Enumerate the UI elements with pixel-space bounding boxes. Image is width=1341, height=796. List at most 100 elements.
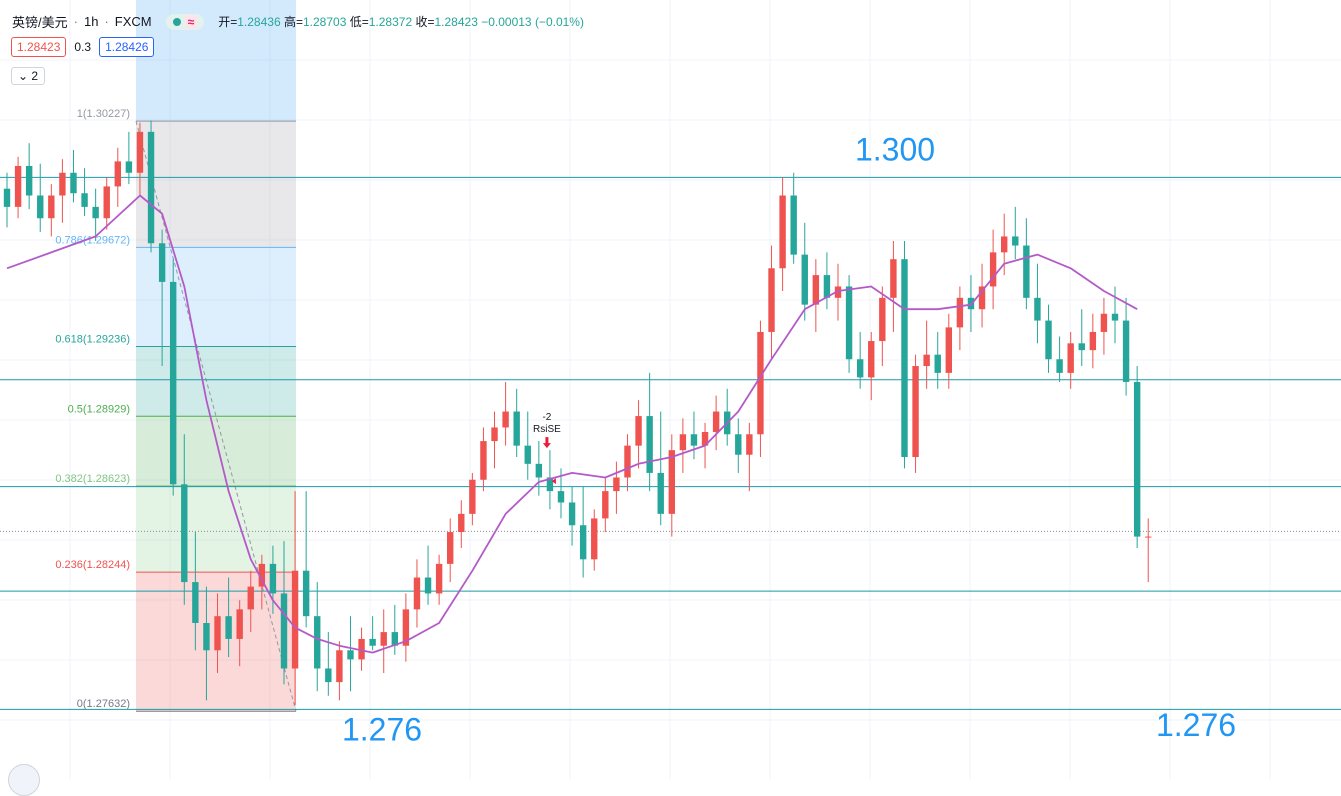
candle-body <box>92 206 99 219</box>
candle-body <box>1089 331 1097 351</box>
candle-body <box>568 502 576 526</box>
candle-body <box>1001 236 1008 253</box>
candle-body <box>147 131 155 244</box>
candle-body <box>945 327 952 373</box>
candle-body <box>269 563 277 594</box>
candle-body <box>978 286 986 310</box>
candle-body <box>845 286 853 360</box>
ohlc-values: 开=1.28436 高=1.28703 低=1.28372 收=1.28423 … <box>218 13 584 30</box>
indicators-count: 2 <box>31 69 39 83</box>
candles <box>3 120 1152 705</box>
candle-body <box>1078 343 1085 351</box>
open-value: 1.28436 <box>237 15 281 29</box>
candle-body <box>613 477 620 492</box>
indicators-toggle[interactable]: ⌄ 2 <box>11 67 46 85</box>
candle-body <box>546 477 554 492</box>
market-status[interactable]: ≈ <box>165 13 205 30</box>
candle-body <box>391 632 398 646</box>
corner-button[interactable] <box>8 764 40 796</box>
price-level-label: 1.276 <box>342 712 422 748</box>
candle-body <box>557 491 565 503</box>
fib-zone <box>136 485 296 573</box>
candle-body <box>834 286 842 298</box>
candle-body <box>347 650 354 660</box>
candle-body <box>812 275 820 305</box>
candle-body <box>170 281 177 485</box>
candle-body <box>469 479 476 514</box>
candle-body <box>701 431 709 446</box>
candle-body <box>480 441 487 480</box>
candle-body <box>923 354 930 367</box>
candle-body <box>125 161 133 173</box>
close-value: 1.28423 <box>434 15 478 29</box>
low-value: 1.28372 <box>368 15 413 29</box>
fib-level-label: 0.5(1.28929) <box>68 403 130 415</box>
fib-level-label: 0.618(1.29236) <box>55 333 130 345</box>
candle-body <box>1067 343 1074 373</box>
price-chart[interactable]: 1(1.30227) 0.786(1.29672) 0.618(1.29236) 0.… <box>0 0 1341 780</box>
change-value: −0.00013 (−0.01%) <box>481 15 584 29</box>
candle-body <box>59 172 66 196</box>
candle-body <box>856 359 864 378</box>
candle-body <box>325 668 332 683</box>
data-source: FXCM <box>114 14 152 29</box>
signal-arrow-icon <box>542 437 551 449</box>
candle-body <box>602 491 609 519</box>
candle-body <box>912 366 919 458</box>
candle-body <box>934 354 941 373</box>
candle-body <box>712 411 720 432</box>
candle-body <box>901 259 908 458</box>
candle-body <box>214 616 221 651</box>
candlestick-chart[interactable]: 1(1.30227) 0.786(1.29672) 0.618(1.29236) 0.… <box>0 0 1341 780</box>
candle-body <box>114 161 121 187</box>
candle-body <box>989 252 997 287</box>
ma-line <box>6 194 1138 654</box>
separator: · <box>104 14 109 29</box>
candle-body <box>258 563 266 587</box>
fib-zone <box>136 121 296 248</box>
symbol-name[interactable]: 英镑/美元 <box>12 15 68 30</box>
candle-body <box>336 650 343 683</box>
candle-body <box>679 434 687 451</box>
candle-body <box>37 195 44 219</box>
wave-icon: ≈ <box>184 14 198 29</box>
price-level-label: 1.276 <box>1156 707 1236 743</box>
candle-body <box>192 582 199 624</box>
candle-body <box>879 297 886 342</box>
candle-body <box>280 593 288 669</box>
fib-level-label: 0(1.27632) <box>77 698 130 710</box>
separator: · <box>73 14 78 29</box>
symbol-header: 英镑/美元 · 1h · FXCM ≈ 开=1.28436 高=1.28703 … <box>12 12 584 31</box>
candle-body <box>591 518 598 560</box>
candle-body <box>380 632 387 646</box>
fib-trend-line <box>135 121 297 712</box>
spread: 0.3 <box>74 40 92 54</box>
candle-body <box>690 434 698 446</box>
candle-body <box>668 450 675 514</box>
candle-body <box>1122 320 1130 382</box>
moving-average <box>6 194 1138 654</box>
candle-body <box>136 131 144 173</box>
candle-body <box>1012 236 1019 246</box>
interval[interactable]: 1h <box>83 14 99 29</box>
candle-body <box>291 570 299 669</box>
low-label: 低= <box>349 15 369 29</box>
candle-body <box>158 243 166 282</box>
candle-body <box>302 570 310 617</box>
candle-body <box>1145 536 1152 538</box>
grid <box>0 0 1341 780</box>
candle-body <box>1056 359 1063 373</box>
candle-body <box>314 616 321 669</box>
sell-price-button[interactable]: 1.28423 <box>11 37 67 57</box>
fib-level-label: 0.382(1.28623) <box>55 473 130 485</box>
price-level-label: 1.300 <box>855 132 935 168</box>
candle-body <box>435 563 443 594</box>
buy-price-button[interactable]: 1.28426 <box>99 37 155 57</box>
quote-panel: 1.28423 0.3 1.28426 <box>11 37 155 57</box>
candle-body <box>225 616 232 639</box>
candle-body <box>181 484 188 583</box>
date-range-highlight <box>136 0 296 122</box>
candle-body <box>25 165 33 196</box>
signal-marker-icon <box>551 478 556 485</box>
signal-value: -2 <box>542 412 551 423</box>
